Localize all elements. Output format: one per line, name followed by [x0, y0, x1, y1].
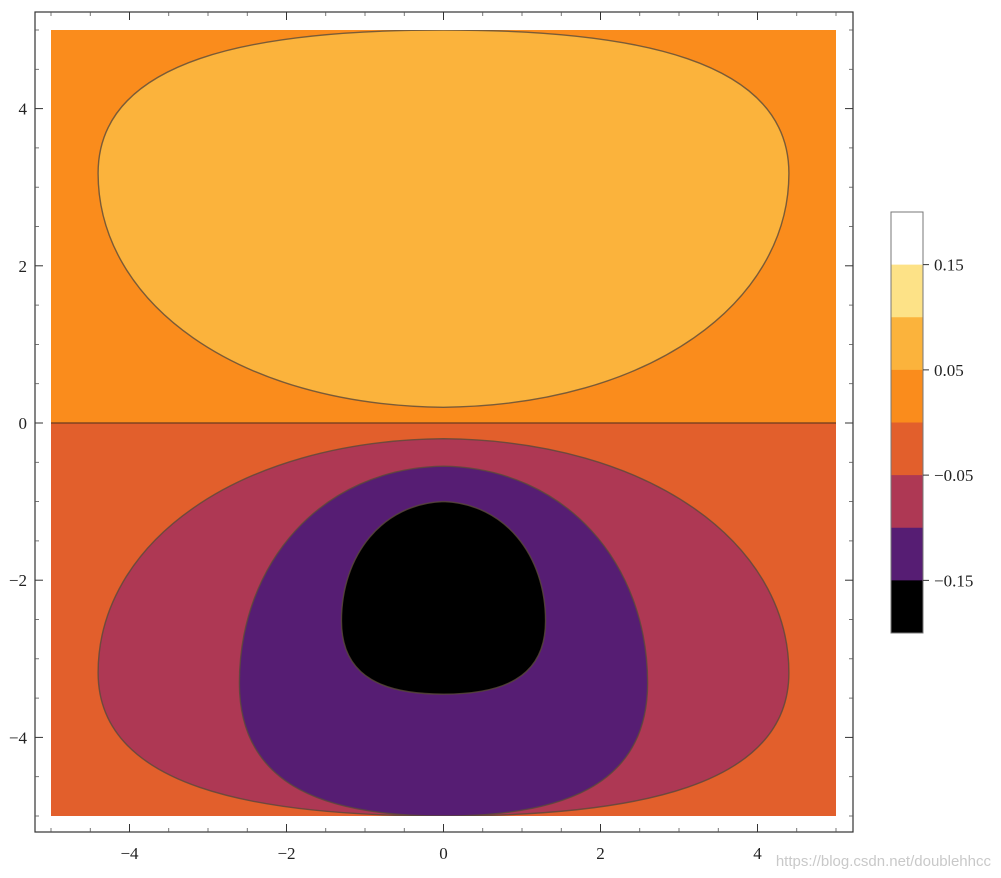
legend-swatch — [891, 369, 923, 423]
legend-swatch — [891, 580, 923, 634]
legend-swatch — [891, 264, 923, 318]
legend-label: 0.15 — [934, 256, 964, 275]
legend-swatch — [891, 317, 923, 371]
legend-swatch — [891, 422, 923, 476]
legend-swatch — [891, 475, 923, 529]
axis-ticks: −4 −2 0 2 4 −4 −2 0 2 4 — [9, 12, 853, 863]
y-tick-label: 4 — [19, 100, 28, 119]
legend-label: −0.05 — [934, 466, 973, 485]
y-tick-label: 0 — [19, 414, 28, 433]
watermark: https://blog.csdn.net/doublehhcc — [775, 853, 991, 870]
x-tick-label: 2 — [596, 844, 605, 863]
x-tick-label: 4 — [753, 844, 762, 863]
legend-swatch — [891, 527, 923, 581]
legend-frame — [890, 211, 924, 634]
x-tick-label: 0 — [439, 844, 448, 863]
legend-swatch — [891, 212, 923, 266]
contour-region-neg0_15 — [340, 500, 547, 695]
plot-area — [51, 30, 836, 816]
legend-label: 0.05 — [934, 361, 964, 380]
x-tick-label: −4 — [120, 844, 139, 863]
y-tick-label: −2 — [9, 571, 27, 590]
y-tick-label: −4 — [9, 728, 28, 747]
y-tick-label: 2 — [19, 257, 28, 276]
contour-region-0_05 — [97, 30, 790, 408]
x-tick-label: −2 — [277, 844, 295, 863]
legend-label: −0.15 — [934, 571, 973, 590]
color-legend: 0.15 0.05 −0.05 −0.15 — [890, 211, 973, 634]
